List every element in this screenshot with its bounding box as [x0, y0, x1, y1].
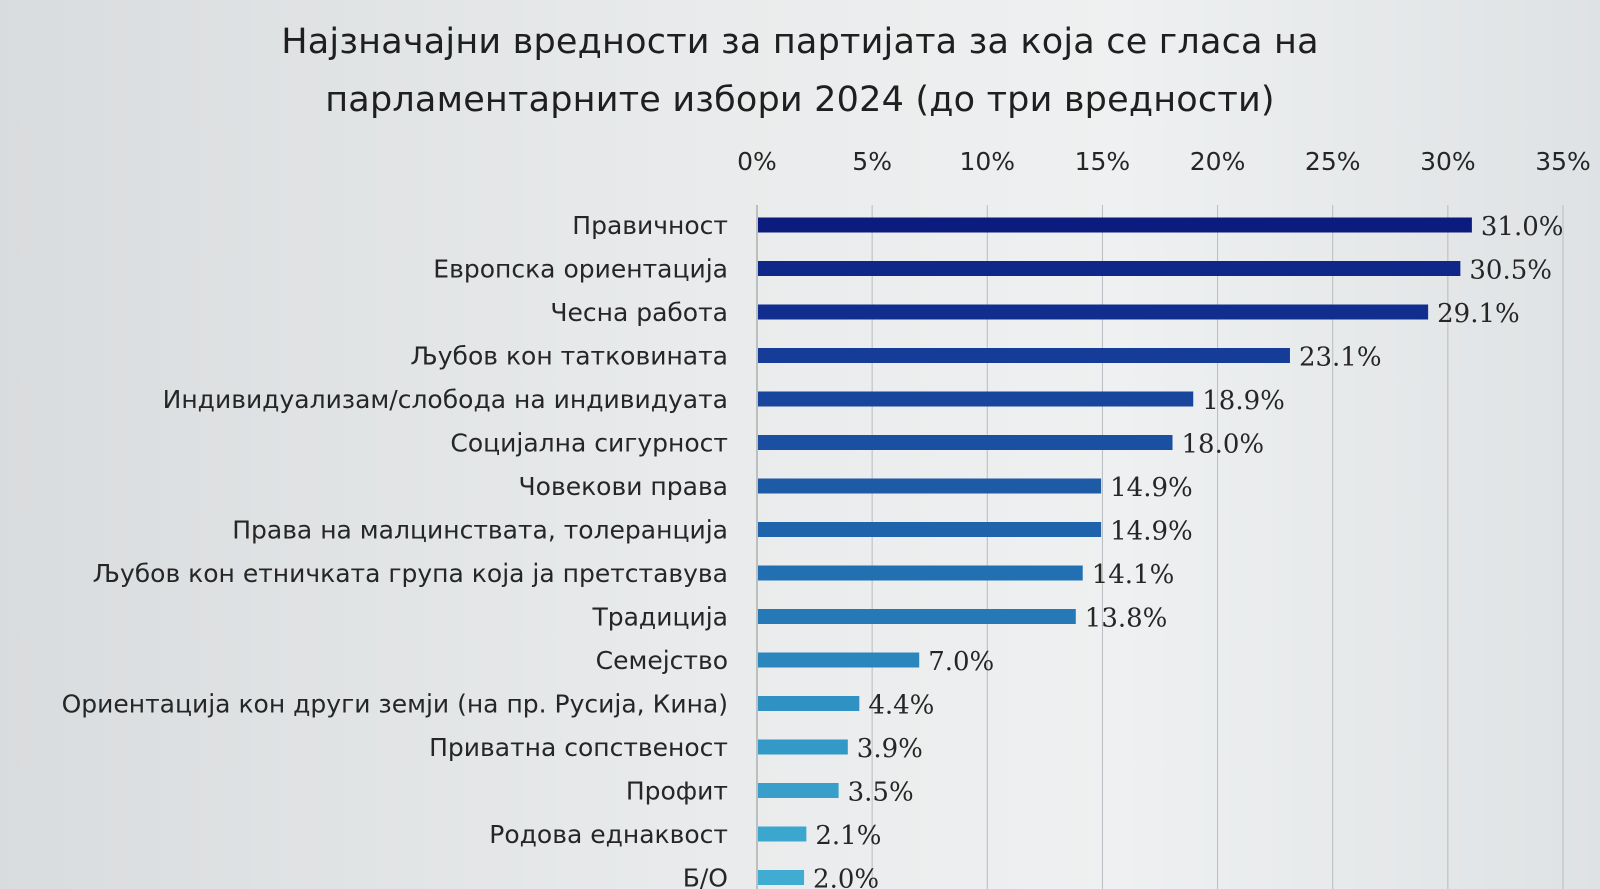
value-label-2: 29.1%	[1437, 299, 1520, 329]
bar-13	[758, 783, 839, 798]
bar-0	[758, 217, 1472, 233]
category-label-0: Правичност	[572, 211, 728, 240]
bar-15	[758, 870, 805, 885]
bar-2	[758, 304, 1429, 320]
category-label-8: Љубов кон етничката група која ја претст…	[93, 559, 728, 588]
bar-6	[758, 478, 1102, 494]
category-label-15: Б/О	[683, 864, 728, 889]
value-label-5: 18.0%	[1182, 430, 1265, 460]
x-tick-label-15: 15%	[1075, 147, 1131, 176]
bar-4	[758, 391, 1194, 407]
value-label-4: 18.9%	[1202, 386, 1285, 416]
bar-5	[758, 435, 1173, 450]
bar-12	[758, 739, 848, 755]
x-tick-label-20: 20%	[1190, 147, 1246, 176]
x-tick-label-30: 30%	[1420, 147, 1476, 176]
x-tick-label-10: 10%	[959, 147, 1015, 176]
value-label-14: 2.1%	[815, 821, 881, 851]
value-label-11: 4.4%	[868, 691, 934, 721]
category-label-5: Социјална сигурност	[450, 429, 728, 458]
category-label-10: Семејство	[596, 646, 728, 675]
x-tick-label-25: 25%	[1305, 147, 1361, 176]
value-label-1: 30.5%	[1469, 256, 1552, 286]
category-label-7: Права на малцинствата, толеранција	[232, 516, 728, 545]
bar-14	[758, 826, 807, 842]
value-label-3: 23.1%	[1299, 343, 1382, 373]
category-label-11: Ориентација кон други земји (на пр. Руси…	[62, 690, 728, 719]
value-label-10: 7.0%	[928, 647, 994, 677]
bar-1	[758, 261, 1461, 276]
category-label-9: Традиција	[591, 603, 728, 632]
bar-3	[758, 348, 1290, 363]
category-label-13: Профит	[626, 777, 728, 806]
value-label-15: 2.0%	[813, 865, 879, 889]
category-label-6: Човекови права	[519, 472, 728, 501]
category-label-4: Индивидуализам/слобода на индивидуата	[163, 385, 728, 414]
x-tick-label-5: 5%	[852, 147, 892, 176]
category-label-14: Родова еднаквост	[489, 820, 728, 849]
chart-title-line-2: парламентарните избори 2024 (до три вред…	[325, 80, 1275, 120]
value-label-6: 14.9%	[1110, 473, 1193, 503]
bar-9	[758, 609, 1076, 624]
category-label-1: Европска ориентација	[433, 255, 728, 284]
bar-8	[758, 565, 1083, 581]
value-label-12: 3.9%	[857, 734, 923, 764]
x-tick-label-35: 35%	[1535, 147, 1591, 176]
value-label-9: 13.8%	[1085, 604, 1168, 634]
bar-11	[758, 696, 860, 711]
x-tick-label-0: 0%	[737, 147, 777, 176]
bar-10	[758, 652, 920, 668]
chart-title-line-1: Најзначајни вредности за партијата за ко…	[281, 22, 1319, 62]
category-label-2: Чесна работа	[550, 298, 728, 327]
category-label-12: Приватна сопственост	[429, 733, 728, 762]
value-label-0: 31.0%	[1481, 212, 1564, 242]
value-label-13: 3.5%	[848, 778, 914, 808]
category-label-3: Љубов кон татковината	[410, 342, 728, 371]
value-label-8: 14.1%	[1092, 560, 1175, 590]
bar-7	[758, 522, 1102, 537]
value-label-7: 14.9%	[1110, 517, 1193, 547]
